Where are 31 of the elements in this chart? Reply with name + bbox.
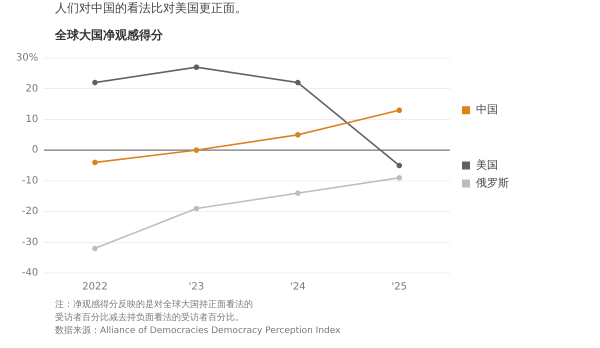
point xyxy=(92,80,98,86)
chart-title: 人们对中国的看法比对美国更正面。 xyxy=(55,0,247,17)
point xyxy=(295,80,301,86)
point xyxy=(92,160,98,166)
point xyxy=(396,174,402,181)
x-tick-label: '24 xyxy=(290,282,306,293)
legend-label: 中国 xyxy=(476,103,498,116)
y-tick-label: -10 xyxy=(22,175,38,186)
y-tick-label: 0 xyxy=(32,144,38,156)
point xyxy=(92,246,98,252)
chart-subtitle: 全球大国净观感得分 xyxy=(55,27,163,44)
x-tick-label: '25 xyxy=(392,282,408,293)
point xyxy=(295,132,301,138)
y-tick-label: -30 xyxy=(22,236,38,248)
point xyxy=(396,107,402,114)
legend-label: 美国 xyxy=(476,158,498,172)
legend-label: 俄罗斯 xyxy=(476,176,509,190)
y-tick-label: 10 xyxy=(25,114,38,126)
text: 注：净观感得分反映的是对全球大国持正面看法的受访者百分比减去持负面看法的受访者百分比。 xyxy=(55,299,254,325)
y-tick-label: 20 xyxy=(25,83,38,94)
source-note: 数据来源：Alliance of Democracies Democracy Perception Index xyxy=(55,325,342,338)
x-tick-label: '23 xyxy=(188,282,204,293)
y-tick-label: 30% xyxy=(16,52,38,64)
y-tick-label: -40 xyxy=(22,268,38,279)
point xyxy=(295,190,301,196)
x-tick-label: 2022 xyxy=(82,282,108,293)
point xyxy=(194,206,200,212)
y-tick-label: -20 xyxy=(22,206,38,218)
point xyxy=(194,147,200,153)
point xyxy=(396,162,402,168)
point xyxy=(194,64,200,70)
